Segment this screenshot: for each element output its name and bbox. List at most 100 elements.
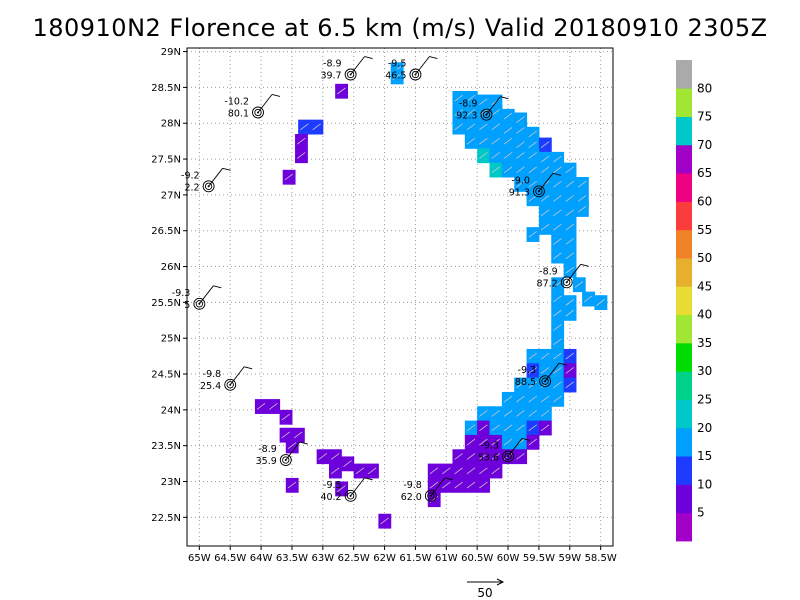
wind-arrow-icon [516,127,525,134]
colorbar-label: 5 [697,506,705,520]
colorbar-label: 10 [697,477,712,491]
y-tick-label: 25.5N [151,298,181,309]
colorbar-label: 60 [697,194,712,208]
wind-arrow-icon [553,223,562,231]
dropsonde-4: -8.992.3 [456,96,509,122]
colorbar-label: 25 [697,393,712,407]
wind-arrow-icon [503,424,513,432]
wind-arrow-icon [553,295,562,303]
wind-arrow-icon [454,467,463,475]
x-tick-label: 58.5W [585,553,617,564]
dropsonde-outer-ring-icon [344,489,357,502]
dropsonde-value-bottom: 46.5 [385,71,406,82]
grid-lines [187,48,613,546]
wind-arrow-icon [491,424,500,432]
plot-frame [186,47,614,547]
y-axis-ticks: 29N 28.5N 28N 27.5N 27N 26.5N 26N 25.5N 25N 24.5N… [151,47,187,524]
wind-arrow-icon [256,402,266,410]
wind-arrow-icon [540,424,550,432]
colorbar-label: 80 [697,81,712,95]
wind-barb-flag-icon [444,477,453,481]
wind-arrow-icon [380,517,389,525]
wind-arrow-icon [479,481,488,489]
dropsonde-value-top: -8.9 [459,99,478,110]
wind-arrow-icon [454,481,463,489]
wind-arrow-icon [565,238,575,245]
dropsonde-value-top: -9.5 [388,59,407,70]
wind-arrow-icon [281,431,291,439]
wind-arrow-icon [565,381,575,389]
wind-arrow-icon [296,152,306,159]
wind-arrow-icon [528,424,537,432]
dropsonde-inner-ring-icon [535,187,543,195]
dropsonde-1: -8.939.7 [320,56,373,82]
x-tick-label: 65W [188,553,211,564]
dropsonde-10: -9.388.5 [515,362,568,388]
wind-arrow-icon [442,467,451,475]
colorbar-segment [676,427,692,457]
wind-arrow-icon [442,481,451,489]
wind-arrow-icon [330,467,340,475]
colorbar-segment [676,116,692,146]
dropsonde-inner-ring-icon [504,452,512,461]
y-tick-label: 26N [161,262,181,273]
x-tick-label: 59.5W [523,553,555,564]
dropsonde-value-bottom: 40.2 [320,492,341,503]
wind-arrow-icon [565,252,575,260]
x-tick-label: 59W [558,553,581,564]
y-tick-label: 23N [161,477,181,488]
dropsonde-value-top: -9.2 [181,170,200,181]
wind-arrow-icon [296,137,306,145]
wind-arrow-icon [287,481,297,489]
wind-arrow-icon [565,223,575,231]
dropsonde-11: -8.935.9 [256,441,308,467]
wind-barb-icon [415,56,430,75]
dropsonde-outer-ring-icon [344,68,357,81]
wind-arrow-icon [553,166,562,174]
wind-arrow-icon [479,424,488,432]
wind-arrow-icon [553,209,562,217]
wind-arrow-icon [429,481,439,489]
dropsonde-markers: -8.939.7-9.546.5-10.280.1-8.992.3-9.22.2… [172,56,589,503]
wind-arrow-icon [540,195,550,202]
y-tick-label: 24.5N [151,370,181,381]
wind-arrow-icon [491,109,500,116]
wind-arrow-icon [503,152,513,159]
x-tick-label: 63.5W [276,553,308,564]
dropsonde-value-bottom: 53.6 [478,452,499,463]
x-tick-label: 64W [250,553,273,564]
dropsonde-outer-ring-icon [202,180,215,193]
y-tick-label: 26.5N [151,226,181,237]
wind-arrow-icon [516,152,525,159]
wind-arrow-icon [553,395,562,403]
wind-arrow-icon [503,410,513,417]
dropsonde-2: -9.546.5 [385,56,438,82]
dropsonde-value-bottom: 88.5 [515,377,536,388]
dropsonde-outer-ring-icon [539,375,552,388]
wind-arrow-icon [491,166,500,174]
wind-barb-flag-icon [364,56,373,59]
wind-barb-flag-icon [213,285,222,289]
dropsonde-5: -9.22.2 [181,167,231,193]
wind-arrow-icon [540,223,550,231]
wind-arrow-icon [528,141,537,149]
wind-arrow-icon [287,442,297,450]
wind-arrow-icon [491,152,500,159]
colorbar-segment [676,512,692,542]
y-tick-label: 29N [161,47,181,58]
colorbar-label: 65 [697,166,712,180]
dropsonde-value-top: -9.8 [203,369,222,380]
wind-arrow-icon [516,424,525,432]
wind-barb-icon [430,477,446,497]
dropsonde-value-top: -8.9 [323,59,342,70]
wind-arrow-icon [466,94,476,102]
dropsonde-value-top: -8.9 [539,266,558,277]
wind-arrow-icon [269,402,278,410]
wind-barb-flag-icon [364,477,373,481]
wind-arrow-icon [479,467,488,475]
reference-vector-label: 50 [477,586,492,600]
dropsonde-inner-ring-icon [195,300,203,308]
wind-barb-flag-icon [271,94,281,97]
colorbar-label: 55 [697,223,712,237]
